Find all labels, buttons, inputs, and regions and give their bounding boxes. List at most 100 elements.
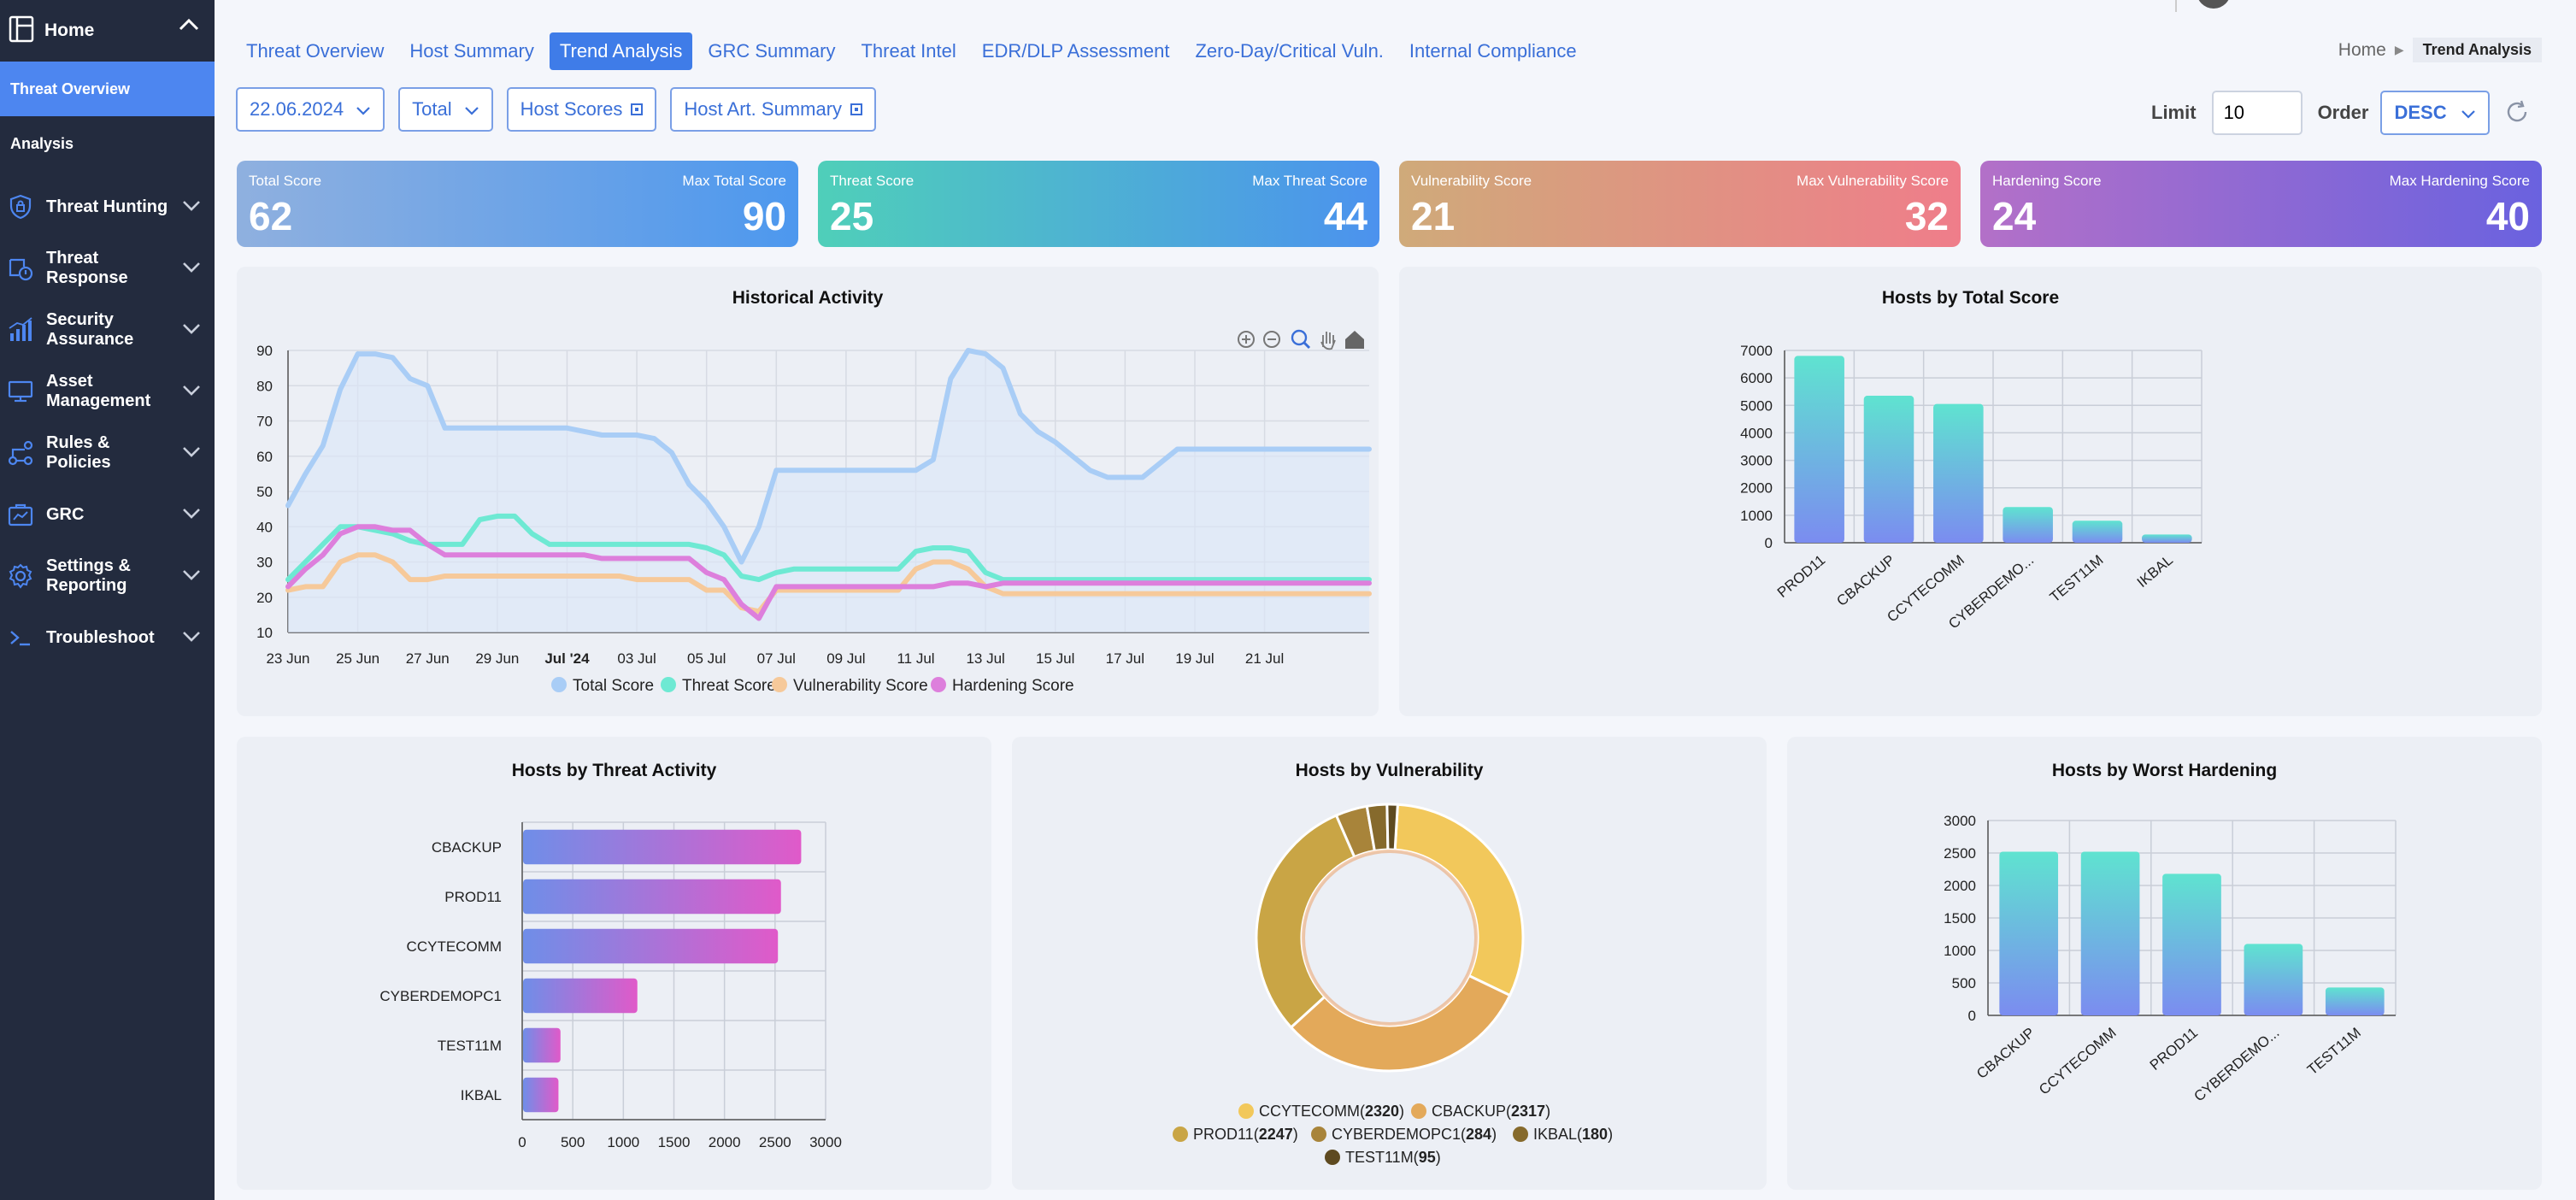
y-tick-label: PROD11 xyxy=(444,889,502,905)
chevron-down-icon xyxy=(182,385,201,400)
donut-inner-ring xyxy=(1302,850,1478,1026)
card-value: 25 xyxy=(830,194,874,238)
x-tick-label: 15 Jul xyxy=(1036,650,1074,667)
y-tick-label: 5000 xyxy=(1740,397,1773,414)
scope-dropdown-label: Total xyxy=(412,98,452,120)
bar-cyberdemo- xyxy=(2003,507,2053,543)
series-line-total-score xyxy=(285,348,1372,565)
tab-trend-analysis[interactable]: Trend Analysis xyxy=(549,32,693,70)
legend-label: Vulnerability Score xyxy=(793,677,928,695)
sidebar-home[interactable]: Home xyxy=(0,0,215,62)
chart-title: Hosts by Total Score xyxy=(1881,288,2060,308)
home-icon xyxy=(9,15,34,47)
legend-marker xyxy=(661,677,676,692)
pan-hand-icon[interactable] xyxy=(1320,332,1336,350)
legend-marker xyxy=(1325,1150,1340,1165)
series-area-total xyxy=(288,350,1369,632)
x-tick-label: 21 Jul xyxy=(1245,650,1284,667)
legend-value: 2317 xyxy=(1511,1103,1545,1120)
order-dropdown[interactable]: DESC xyxy=(2380,91,2490,135)
tab-internal-compliance[interactable]: Internal Compliance xyxy=(1409,40,1577,62)
host-scores-button[interactable]: Host Scores xyxy=(506,87,657,132)
sidebar-item-troubleshoot[interactable]: Troubleshoot xyxy=(0,607,215,668)
x-tick-label: 09 Jul xyxy=(826,650,865,667)
bar-cbackup xyxy=(523,829,802,865)
bar-cbackup xyxy=(1863,396,1914,543)
sidebar-item-settings-reporting[interactable]: Settings & Reporting xyxy=(0,545,215,607)
legend-marker xyxy=(1411,1103,1426,1119)
x-tick-label: IKBAL xyxy=(2134,552,2176,591)
legend-marker xyxy=(1173,1126,1188,1142)
tab-edr-dlp[interactable]: EDR/DLP Assessment xyxy=(981,40,1170,62)
zoom-in-icon[interactable] xyxy=(1238,331,1255,348)
card-value: 62 xyxy=(249,194,293,238)
slice-ccytecomm xyxy=(1393,803,1525,997)
legend-label: Threat Score xyxy=(682,677,776,695)
scope-dropdown[interactable]: Total xyxy=(398,87,493,132)
sidebar-item-label: Threat Hunting xyxy=(46,197,168,216)
refresh-icon[interactable] xyxy=(2504,99,2530,129)
sidebar-sub-analysis[interactable]: Analysis xyxy=(10,134,74,152)
tab-threat-overview[interactable]: Threat Overview xyxy=(246,40,385,62)
tab-threat-intel[interactable]: Threat Intel xyxy=(861,40,956,62)
chart-toolbar[interactable] xyxy=(1238,329,1364,350)
historical-activity-chart: 10 20 30 40 50 60 70 80 90 23 Jun 25 Jun 27 Jun 29 J… xyxy=(256,329,1372,695)
x-tick-label: 13 Jul xyxy=(966,650,1004,667)
x-tick-label: 11 Jul xyxy=(897,650,934,667)
tab-zero-day[interactable]: Zero-Day/Critical Vuln. xyxy=(1195,40,1384,62)
date-dropdown[interactable]: 22.06.2024 xyxy=(236,87,385,132)
sidebar-item-label: Rules & Policies xyxy=(46,433,111,472)
avatar[interactable] xyxy=(2197,0,2231,9)
host-art-summary-button[interactable]: Host Art. Summary xyxy=(670,87,877,132)
reset-home-icon[interactable] xyxy=(1345,331,1364,349)
caret-right-icon: ▶ xyxy=(2394,43,2404,56)
threat-score-card: Threat Score Max Threat Score 25 44 xyxy=(818,161,1379,247)
shield-lock-icon xyxy=(5,191,36,222)
legend-label: CBACKUP(2317) xyxy=(1432,1103,1550,1120)
y-tick-label: 30 xyxy=(256,555,273,571)
y-tick-label: 60 xyxy=(256,449,273,465)
y-tick-label: 70 xyxy=(256,414,273,430)
y-tick-label: TEST11M xyxy=(438,1038,502,1054)
hardening-score-card: Hardening Score Max Hardening Score 24 4… xyxy=(1980,161,2542,247)
x-tick-label: 1500 xyxy=(658,1134,691,1150)
sidebar-item-label: Threat Response xyxy=(46,249,128,287)
bar-cyberdemo- xyxy=(2244,944,2303,1015)
sidebar-item-threat-response[interactable]: Threat Response xyxy=(0,238,215,299)
sidebar-item-rules-policies[interactable]: Rules & Policies xyxy=(0,422,215,484)
hosts-by-total-score-panel: Hosts by Total Score 0 1000 2000 3000 4000 50… xyxy=(1399,267,2542,716)
x-tick-label: Jul '24 xyxy=(544,650,590,667)
sidebar-item-grc[interactable]: GRC xyxy=(0,484,215,545)
x-tick-label: CBACKUP xyxy=(1973,1025,2038,1082)
sidebar-item-security-assurance[interactable]: Security Assurance xyxy=(0,299,215,361)
magnifier-icon[interactable] xyxy=(1291,329,1311,350)
series-line-hardening-score xyxy=(285,524,1372,621)
nav-tabs: Threat Overview Host Summary Trend Analy… xyxy=(236,32,1592,70)
sidebar-item-asset-management[interactable]: Asset Management xyxy=(0,361,215,422)
sidebar-item-label: GRC xyxy=(46,504,85,524)
y-tick-label: 2000 xyxy=(1944,878,1976,894)
y-tick-label: 2500 xyxy=(1944,845,1976,862)
chart-title: Hosts by Vulnerability xyxy=(1295,761,1484,780)
legend-value: 180 xyxy=(1582,1126,1608,1143)
bar-prod11 xyxy=(523,879,781,915)
tab-grc-summary[interactable]: GRC Summary xyxy=(708,40,836,62)
card-max-value: 32 xyxy=(1904,194,1949,238)
y-tick-label: 10 xyxy=(256,625,273,641)
y-tick-label: CBACKUP xyxy=(432,839,502,856)
limit-input[interactable] xyxy=(2211,91,2303,135)
card-title: Threat Score xyxy=(830,173,915,189)
limit-order-controls: Limit Order DESC xyxy=(2151,91,2490,135)
sidebar-item-threat-hunting[interactable]: Threat Hunting xyxy=(0,176,215,238)
sidebar-sub-threat-overview[interactable]: Threat Overview xyxy=(0,62,215,116)
bar-ccytecomm xyxy=(2080,851,2140,1015)
breadcrumb-home[interactable]: Home xyxy=(2338,39,2386,60)
total-score-card: Total Score Max Total Score 62 90 xyxy=(237,161,798,247)
hosts-by-threat-activity-chart: 0 500 1000 1500 2000 2500 3000 CBACKUP PROD11 CCY… xyxy=(379,821,842,1150)
x-tick-label: 23 Jun xyxy=(266,650,309,667)
zoom-out-icon[interactable] xyxy=(1263,331,1280,348)
chevron-down-icon xyxy=(182,200,201,215)
bar-cbackup xyxy=(1999,851,2059,1015)
tab-host-summary[interactable]: Host Summary xyxy=(409,40,534,62)
y-tick-label: 0 xyxy=(1765,535,1773,551)
